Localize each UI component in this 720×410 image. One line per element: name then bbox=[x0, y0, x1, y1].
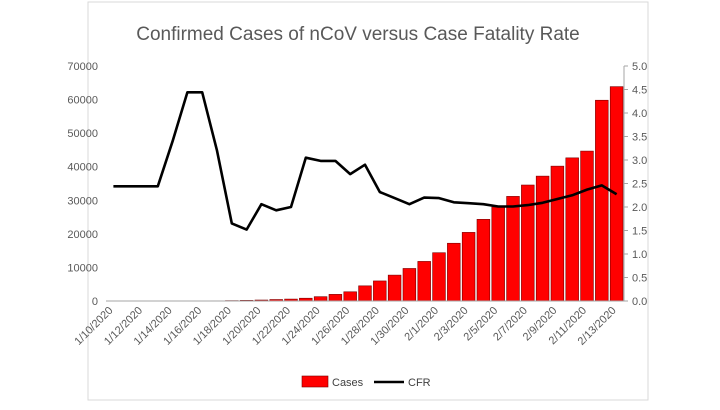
chart-title: Confirmed Cases of nCoV versus Case Fata… bbox=[136, 24, 580, 45]
bar-cases bbox=[521, 185, 534, 301]
y2-tick-label: 3.0 bbox=[632, 155, 647, 167]
y2-tick-label: 4.0 bbox=[632, 108, 647, 120]
y2-tick-label: 2.0 bbox=[632, 202, 647, 214]
y2-tick-label: 0.5 bbox=[632, 273, 647, 285]
bar-cases bbox=[581, 151, 594, 301]
y-tick-label: 10000 bbox=[67, 262, 98, 274]
y2-tick-label: 2.5 bbox=[632, 179, 647, 191]
bar-cases bbox=[433, 253, 446, 301]
y2-tick-label: 1.0 bbox=[632, 249, 647, 261]
y-tick-label: 60000 bbox=[67, 95, 98, 107]
bar-cases bbox=[314, 297, 327, 301]
bar-cases bbox=[507, 196, 520, 301]
y2-tick-label: 4.5 bbox=[632, 85, 647, 97]
y-tick-label: 50000 bbox=[67, 128, 98, 140]
bar-cases bbox=[566, 158, 579, 301]
bar-cases bbox=[329, 294, 342, 301]
bar-cases bbox=[388, 275, 401, 301]
bar-cases bbox=[418, 261, 431, 301]
legend-label-cfr: CFR bbox=[408, 377, 431, 389]
bar-cases bbox=[462, 232, 475, 301]
bar-cases bbox=[536, 176, 549, 301]
bar-cases bbox=[403, 268, 416, 301]
legend-swatch-cases bbox=[302, 376, 328, 387]
bar-cases bbox=[492, 207, 505, 301]
y-tick-label: 30000 bbox=[67, 195, 98, 207]
bar-cases bbox=[447, 243, 460, 301]
bar-cases bbox=[373, 281, 386, 301]
y-tick-label: 40000 bbox=[67, 162, 98, 174]
y-tick-label: 20000 bbox=[67, 229, 98, 241]
bar-cases bbox=[359, 286, 372, 301]
bar-cases bbox=[595, 100, 608, 301]
bar-cases bbox=[551, 166, 564, 301]
y-tick-label: 70000 bbox=[67, 61, 98, 73]
y2-tick-label: 0.0 bbox=[632, 296, 647, 308]
y-tick-label: 0 bbox=[92, 296, 98, 308]
bar-cases bbox=[344, 292, 357, 301]
bar-cases bbox=[477, 219, 490, 301]
y2-tick-label: 5.0 bbox=[632, 61, 647, 73]
legend-label-cases: Cases bbox=[332, 377, 364, 389]
y2-tick-label: 3.5 bbox=[632, 132, 647, 144]
y2-tick-label: 1.5 bbox=[632, 226, 647, 238]
